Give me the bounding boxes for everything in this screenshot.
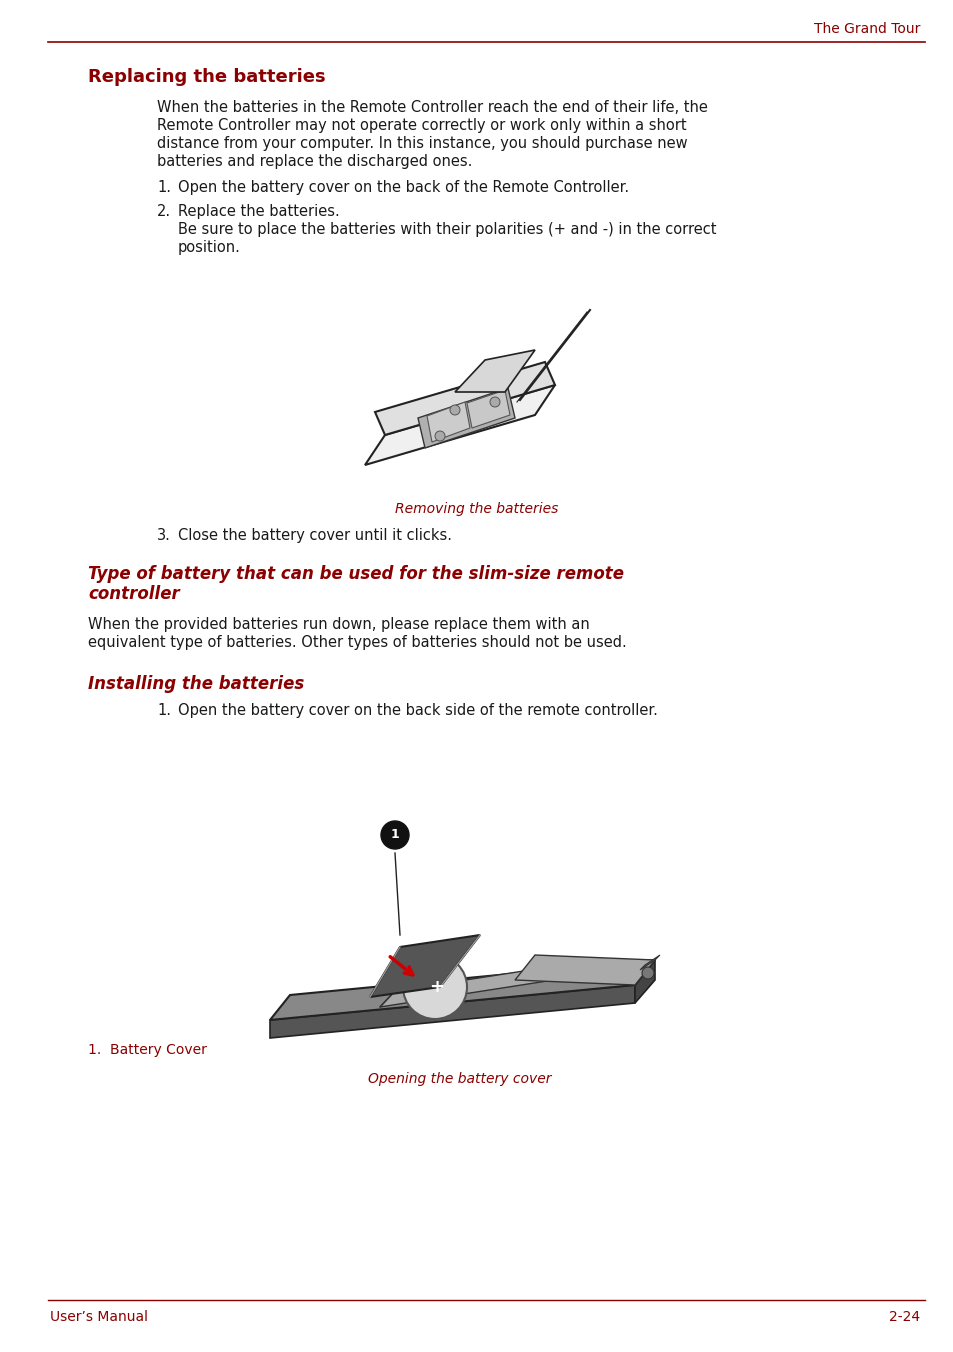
Polygon shape xyxy=(370,936,479,996)
Text: When the provided batteries run down, please replace them with an: When the provided batteries run down, pl… xyxy=(88,617,589,631)
Text: Removing the batteries: Removing the batteries xyxy=(395,502,558,516)
Text: The Grand Tour: The Grand Tour xyxy=(813,22,919,37)
Circle shape xyxy=(641,967,654,979)
Polygon shape xyxy=(515,955,655,986)
Text: 1.  Battery Cover: 1. Battery Cover xyxy=(88,1042,207,1057)
Polygon shape xyxy=(375,362,555,435)
Text: +: + xyxy=(429,977,444,996)
Polygon shape xyxy=(427,402,470,442)
Text: Type of battery that can be used for the slim-size remote: Type of battery that can be used for the… xyxy=(88,565,623,583)
Text: Open the battery cover on the back of the Remote Controller.: Open the battery cover on the back of th… xyxy=(178,180,628,195)
Polygon shape xyxy=(365,385,555,465)
Circle shape xyxy=(380,821,409,849)
Text: 3.: 3. xyxy=(157,529,171,544)
Polygon shape xyxy=(379,963,575,1007)
Polygon shape xyxy=(635,960,655,1003)
Text: 1.: 1. xyxy=(157,703,171,718)
Text: Remote Controller may not operate correctly or work only within a short: Remote Controller may not operate correc… xyxy=(157,118,686,132)
Text: Installing the batteries: Installing the batteries xyxy=(88,675,304,694)
Text: Replace the batteries.: Replace the batteries. xyxy=(178,204,339,219)
Polygon shape xyxy=(270,986,635,1038)
Text: Close the battery cover until it clicks.: Close the battery cover until it clicks. xyxy=(178,529,452,544)
Circle shape xyxy=(450,406,459,415)
Text: 1: 1 xyxy=(390,829,399,841)
Text: controller: controller xyxy=(88,585,179,603)
Text: Replacing the batteries: Replacing the batteries xyxy=(88,68,325,87)
Text: distance from your computer. In this instance, you should purchase new: distance from your computer. In this ins… xyxy=(157,137,687,151)
Polygon shape xyxy=(639,955,659,969)
Text: 2-24: 2-24 xyxy=(888,1310,919,1324)
Text: 2.: 2. xyxy=(157,204,171,219)
Text: equivalent type of batteries. Other types of batteries should not be used.: equivalent type of batteries. Other type… xyxy=(88,635,626,650)
Text: 1.: 1. xyxy=(157,180,171,195)
Text: Be sure to place the batteries with their polarities (+ and -) in the correct: Be sure to place the batteries with thei… xyxy=(178,222,716,237)
Circle shape xyxy=(435,431,444,441)
Polygon shape xyxy=(467,389,510,429)
Text: Opening the battery cover: Opening the battery cover xyxy=(368,1072,551,1086)
Text: position.: position. xyxy=(178,241,240,256)
Text: batteries and replace the discharged ones.: batteries and replace the discharged one… xyxy=(157,154,472,169)
Circle shape xyxy=(402,955,467,1019)
Polygon shape xyxy=(417,388,515,448)
Polygon shape xyxy=(455,350,535,392)
Text: User’s Manual: User’s Manual xyxy=(50,1310,148,1324)
Polygon shape xyxy=(270,960,655,1019)
Text: When the batteries in the Remote Controller reach the end of their life, the: When the batteries in the Remote Control… xyxy=(157,100,707,115)
Circle shape xyxy=(490,397,499,407)
Text: Open the battery cover on the back side of the remote controller.: Open the battery cover on the back side … xyxy=(178,703,658,718)
